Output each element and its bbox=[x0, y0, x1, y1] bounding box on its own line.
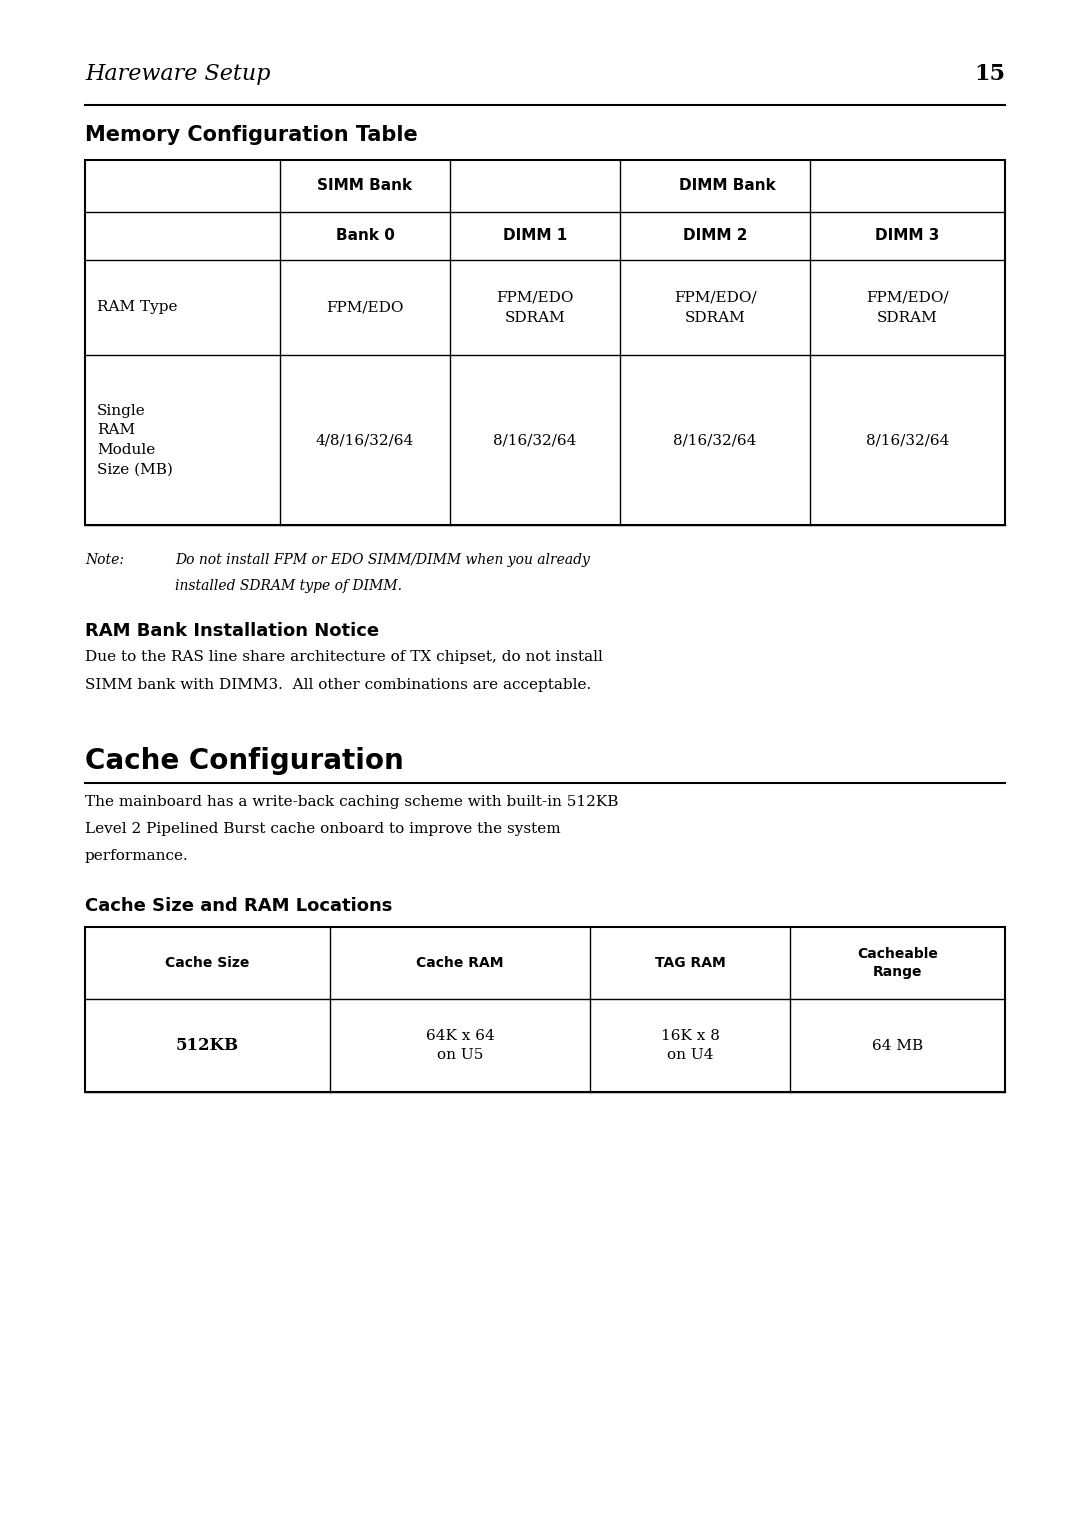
Text: RAM Bank Installation Notice: RAM Bank Installation Notice bbox=[85, 622, 379, 641]
Text: SIMM Bank: SIMM Bank bbox=[318, 179, 413, 194]
Text: FPM/EDO/
SDRAM: FPM/EDO/ SDRAM bbox=[674, 291, 756, 324]
Text: installed SDRAM type of DIMM.: installed SDRAM type of DIMM. bbox=[175, 579, 402, 593]
Text: FPM/EDO/
SDRAM: FPM/EDO/ SDRAM bbox=[866, 291, 949, 324]
Text: 8/16/32/64: 8/16/32/64 bbox=[494, 433, 577, 446]
Text: 64 MB: 64 MB bbox=[872, 1038, 923, 1052]
Bar bbox=[85, 161, 1005, 524]
Text: The mainboard has a write-back caching scheme with built-in 512KB: The mainboard has a write-back caching s… bbox=[85, 795, 619, 809]
Text: RAM Type: RAM Type bbox=[97, 301, 177, 315]
Text: 15: 15 bbox=[974, 63, 1005, 86]
Text: Cache Configuration: Cache Configuration bbox=[85, 748, 404, 775]
Text: SIMM bank with DIMM3.  All other combinations are acceptable.: SIMM bank with DIMM3. All other combinat… bbox=[85, 677, 591, 693]
Text: DIMM 2: DIMM 2 bbox=[683, 228, 747, 243]
Text: Bank 0: Bank 0 bbox=[336, 228, 394, 243]
Text: FPM/EDO: FPM/EDO bbox=[326, 301, 404, 315]
Text: Cache Size: Cache Size bbox=[165, 956, 249, 969]
Text: Cache RAM: Cache RAM bbox=[416, 956, 503, 969]
Text: Do not install FPM or EDO SIMM/DIMM when you already: Do not install FPM or EDO SIMM/DIMM when… bbox=[175, 553, 590, 567]
Text: Cache Size and RAM Locations: Cache Size and RAM Locations bbox=[85, 898, 392, 914]
Text: DIMM 1: DIMM 1 bbox=[503, 228, 567, 243]
Text: 512KB: 512KB bbox=[176, 1037, 239, 1053]
Text: Note:: Note: bbox=[85, 553, 124, 567]
Text: FPM/EDO
SDRAM: FPM/EDO SDRAM bbox=[496, 291, 573, 324]
Text: DIMM Bank: DIMM Bank bbox=[679, 179, 775, 194]
Text: 8/16/32/64: 8/16/32/64 bbox=[866, 433, 949, 446]
Text: DIMM 3: DIMM 3 bbox=[875, 228, 940, 243]
Text: 8/16/32/64: 8/16/32/64 bbox=[673, 433, 757, 446]
Text: 16K x 8
on U4: 16K x 8 on U4 bbox=[661, 1029, 719, 1061]
Text: performance.: performance. bbox=[85, 849, 189, 862]
Bar bbox=[85, 927, 1005, 1092]
Text: 4/8/16/32/64: 4/8/16/32/64 bbox=[315, 433, 414, 446]
Text: Single
RAM
Module
Size (MB): Single RAM Module Size (MB) bbox=[97, 404, 173, 476]
Text: Cacheable
Range: Cacheable Range bbox=[858, 946, 937, 979]
Text: Due to the RAS line share architecture of TX chipset, do not install: Due to the RAS line share architecture o… bbox=[85, 650, 603, 664]
Text: TAG RAM: TAG RAM bbox=[654, 956, 726, 969]
Text: Level 2 Pipelined Burst cache onboard to improve the system: Level 2 Pipelined Burst cache onboard to… bbox=[85, 823, 561, 836]
Text: Hareware Setup: Hareware Setup bbox=[85, 63, 270, 86]
Text: Memory Configuration Table: Memory Configuration Table bbox=[85, 125, 418, 145]
Text: 64K x 64
on U5: 64K x 64 on U5 bbox=[426, 1029, 495, 1061]
